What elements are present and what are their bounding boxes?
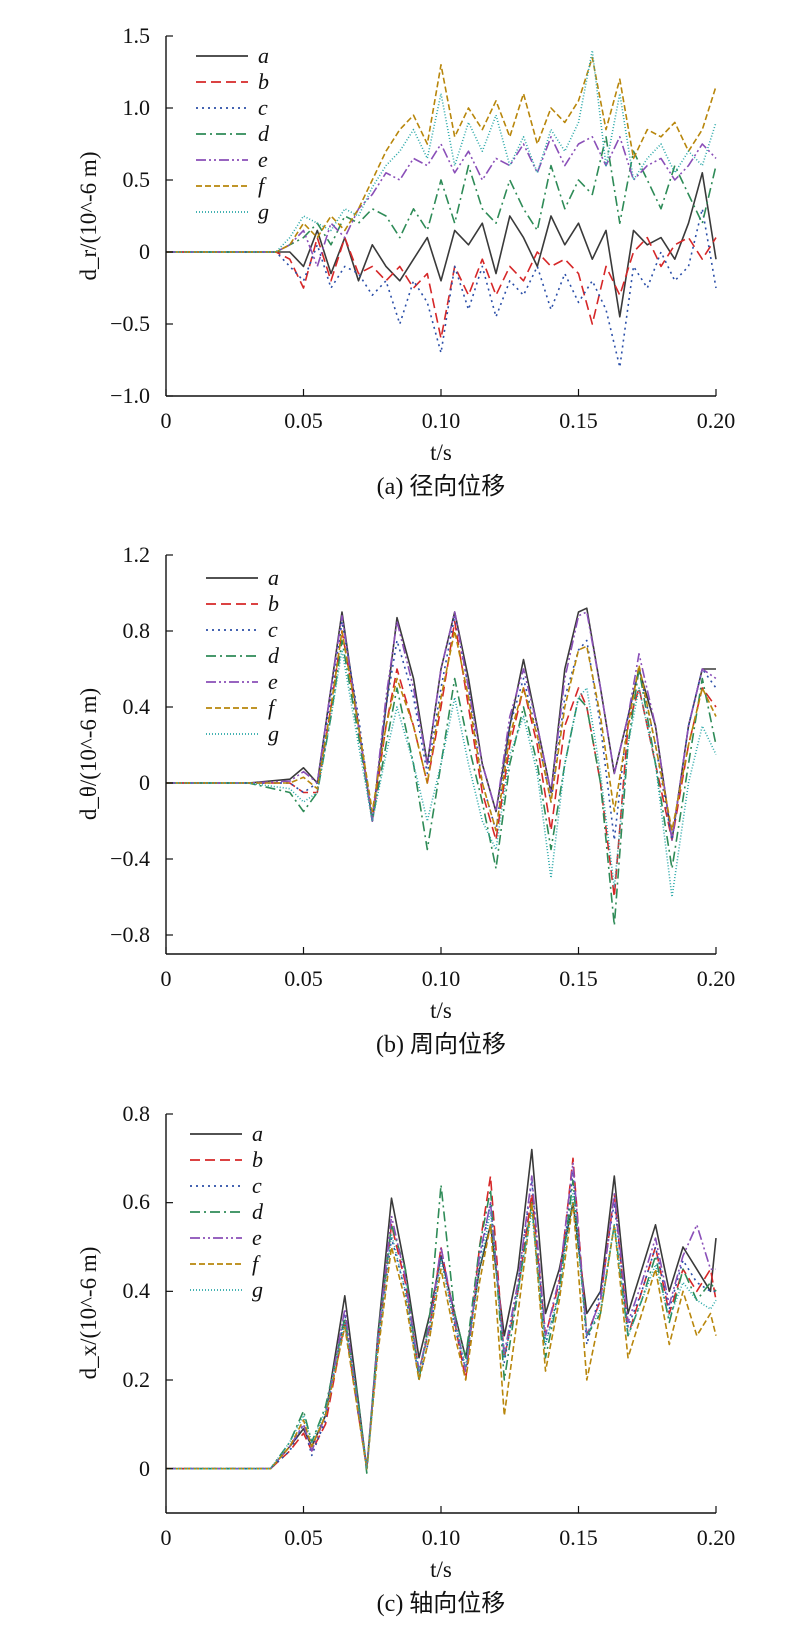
panel-a-caption: (a) 径向位移: [377, 473, 506, 500]
panel-b-legend-label-g: g: [268, 721, 279, 746]
panel-c-caption: (c) 轴向位移: [377, 1590, 506, 1617]
panel-a-ytick-label: 0: [139, 239, 150, 264]
panel-b-series-line-c: [166, 614, 717, 841]
panel-c-ylabel: d_x/(10^-6 m): [76, 1247, 101, 1380]
panel-b-series-line-e: [166, 611, 717, 841]
panel-a-ytick-label: −1.0: [110, 383, 150, 408]
panel-b-legend-label-c: c: [268, 617, 278, 642]
panel-a-series-line-f: [166, 56, 717, 253]
panel-b-xtick-label: 0.20: [697, 966, 736, 991]
panel-c-series-line-d: [166, 1179, 717, 1474]
panel-a-series-line-e: [166, 136, 717, 268]
panel-b-legend-label-a: a: [268, 565, 279, 590]
panel-a-xtick-label: 0.15: [559, 408, 598, 433]
panel-c-series-line-e: [166, 1162, 716, 1470]
panel-c-legend-label-e: e: [252, 1225, 262, 1250]
panel-c-legend-label-d: d: [252, 1199, 264, 1224]
panel-a-ytick-label: 0.5: [123, 167, 151, 192]
panel-a-legend-label-e: e: [258, 147, 268, 172]
panel-b-xtick-label: 0.10: [422, 966, 461, 991]
panel-a-ytick-label: −0.5: [110, 311, 150, 336]
panel-c-series-line-b: [166, 1157, 717, 1470]
panel-c-legend-label-c: c: [252, 1173, 262, 1198]
panel-a-xlabel: t/s: [430, 440, 452, 465]
panel-b-series-line-b: [166, 620, 717, 898]
panel-c-series-line-g: [166, 1193, 717, 1470]
panel-c-xtick-label: 0.05: [284, 1525, 323, 1550]
panel-a-series-line-b: [166, 236, 717, 340]
panel-b-ticks: [165, 554, 717, 954]
panel-c-xtick-label: 0.15: [559, 1525, 598, 1550]
panel-c-ytick-label: 0.2: [123, 1367, 151, 1392]
panel-b-series: [166, 607, 717, 927]
panel-a-series: [166, 49, 717, 369]
panel-c-ytick-label: 0.4: [123, 1278, 151, 1303]
panel-b-ylabel: d_θ/(10^-6 m): [76, 688, 101, 820]
panel-a-ticks: [165, 35, 717, 397]
panel-c-legend-label-a: a: [252, 1121, 263, 1146]
panel-a-legend-label-a: a: [258, 43, 269, 68]
panel-c-ytick-label: 0.8: [123, 1101, 151, 1126]
panel-b-ytick-label: 1.2: [123, 542, 151, 567]
panel-b-xtick-label: 0.15: [559, 966, 598, 991]
panel-c-series-line-a: [166, 1148, 717, 1470]
panel-b: −0.8 −0.4 0 0.4 0.8 1.2 0 0.05 0.10 0.15…: [76, 542, 735, 1058]
panel-b-legend-label-e: e: [268, 669, 278, 694]
panel-b-legend-label-d: d: [268, 643, 280, 668]
panel-c-xtick-label: 0: [161, 1525, 172, 1550]
panel-c-xtick-label: 0.20: [697, 1525, 736, 1550]
panel-a-legend-label-d: d: [258, 121, 270, 146]
panel-b-series-line-f: [166, 630, 717, 832]
panel-b-ytick-label: −0.4: [110, 846, 150, 871]
panel-c-xtick-label: 0.10: [422, 1525, 461, 1550]
panel-a-series-line-a: [166, 172, 717, 318]
panel-a-ylabel: d_r/(10^-6 m): [76, 152, 101, 281]
panel-b-xtick-label: 0: [161, 966, 172, 991]
panel-b-series-line-g: [166, 649, 717, 898]
panel-a-xtick-label: 0.20: [697, 408, 736, 433]
panel-b-legend-label-f: f: [268, 695, 277, 720]
panel-c-legend-label-b: b: [252, 1147, 263, 1172]
panel-a-xtick-label: 0: [161, 408, 172, 433]
panel-b-ytick-label: −0.8: [110, 922, 150, 947]
panel-b-caption: (b) 周向位移: [376, 1031, 506, 1058]
panel-b-ytick-label: 0: [139, 770, 150, 795]
panel-c-series-line-f: [166, 1201, 717, 1470]
panel-c: 0 0.2 0.4 0.6 0.8 0 0.05 0.10 0.15 0.20 …: [76, 1101, 735, 1617]
panel-a-legend-label-f: f: [258, 173, 267, 198]
panel-c-series: [166, 1148, 717, 1474]
panel-b-series-line-a: [166, 607, 716, 841]
panel-b-xlabel: t/s: [430, 998, 452, 1023]
panel-a-legend-label-c: c: [258, 95, 268, 120]
panel-a-series-line-c: [166, 208, 717, 369]
panel-a-ytick-label: 1.5: [123, 23, 151, 48]
panel-b-ytick-label: 0.8: [123, 618, 151, 643]
panel-a-legend-label-g: g: [258, 199, 269, 224]
panel-b-legend-label-b: b: [268, 591, 279, 616]
panel-c-legend-label-g: g: [252, 1277, 263, 1302]
panel-b-xtick-label: 0.05: [284, 966, 323, 991]
panel-c-xlabel: t/s: [430, 1557, 452, 1582]
panel-a: −1.0 −0.5 0 0.5 1.0 1.5 0 0.05 0.10 0.15…: [76, 23, 735, 500]
panel-a-xtick-label: 0.05: [284, 408, 323, 433]
panel-a-series-line-g: [166, 49, 717, 253]
panel-a-legend-label-b: b: [258, 69, 269, 94]
panel-c-ticks: [165, 1113, 717, 1513]
panel-a-xtick-label: 0.10: [422, 408, 461, 433]
panel-b-ytick-label: 0.4: [123, 694, 151, 719]
panel-a-ytick-label: 1.0: [123, 95, 151, 120]
panel-c-legend-label-f: f: [252, 1251, 261, 1276]
panel-c-ytick-label: 0.6: [123, 1189, 151, 1214]
panel-c-ytick-label: 0: [139, 1456, 150, 1481]
